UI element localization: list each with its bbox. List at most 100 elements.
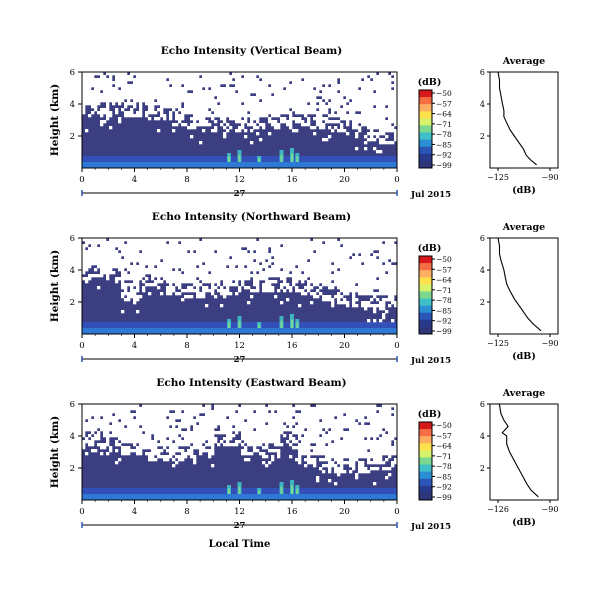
no-data-cell [382, 108, 386, 112]
no-data-cell [163, 413, 167, 417]
no-data-cell [142, 253, 146, 257]
no-data-cell [127, 407, 131, 411]
no-data-cell [307, 271, 311, 275]
no-data-cell [160, 241, 164, 245]
no-data-cell [277, 241, 281, 245]
no-data-cell [220, 259, 224, 263]
no-data-cell [205, 75, 209, 79]
no-data-cell [379, 256, 383, 260]
no-data-cell [352, 443, 356, 447]
no-data-cell [220, 292, 224, 296]
no-data-cell [226, 407, 230, 411]
no-data-cell [361, 280, 365, 284]
no-data-cell [298, 81, 302, 85]
no-data-cell [157, 117, 161, 121]
no-data-cell [154, 422, 158, 426]
no-data-cell [181, 265, 185, 269]
no-data-cell [298, 446, 302, 450]
no-data-cell [292, 105, 296, 109]
no-data-cell [250, 422, 254, 426]
no-data-cell [148, 268, 152, 272]
no-data-cell [289, 437, 293, 441]
no-data-cell [211, 428, 215, 432]
no-data-cell [316, 247, 320, 251]
no-data-cell [391, 90, 395, 94]
no-data-cell [367, 262, 371, 266]
no-data-cell [244, 413, 248, 417]
no-data-cell [334, 72, 338, 76]
no-data-cell [181, 75, 185, 79]
no-data-cell [343, 455, 347, 459]
no-data-cell [226, 75, 230, 79]
no-data-cell [88, 96, 92, 100]
no-data-cell [364, 277, 368, 281]
no-data-cell [259, 102, 263, 106]
no-data-cell [97, 407, 101, 411]
no-data-cell [370, 292, 374, 296]
no-data-cell [244, 449, 248, 453]
no-data-cell [346, 461, 350, 465]
no-data-cell [349, 102, 353, 106]
no-data-cell [319, 75, 323, 79]
no-data-cell [232, 238, 236, 242]
no-data-cell [385, 90, 389, 94]
no-data-cell [241, 410, 245, 414]
echo-burst-core [238, 320, 241, 328]
no-data-cell [316, 93, 320, 97]
no-data-cell [346, 244, 350, 248]
no-data-cell [166, 87, 170, 91]
no-data-cell [133, 443, 137, 447]
no-data-cell [121, 75, 125, 79]
no-data-cell [208, 105, 212, 109]
no-data-cell [106, 90, 110, 94]
no-data-cell [193, 268, 197, 272]
no-data-cell [307, 410, 311, 414]
no-data-cell [250, 259, 254, 263]
no-data-cell [166, 93, 170, 97]
no-data-cell [199, 446, 203, 450]
no-data-cell [340, 271, 344, 275]
no-data-cell [91, 78, 95, 82]
no-data-cell [112, 404, 116, 408]
no-data-cell [340, 129, 344, 133]
no-data-cell [208, 404, 212, 408]
no-data-cell [307, 117, 311, 121]
no-data-cell [178, 440, 182, 444]
no-data-cell [391, 78, 395, 82]
no-data-cell [199, 262, 203, 266]
no-data-cell [367, 90, 371, 94]
no-data-cell [328, 446, 332, 450]
no-data-cell [337, 244, 341, 248]
no-data-cell [277, 422, 281, 426]
no-data-cell [172, 259, 176, 263]
no-data-cell [163, 72, 167, 76]
no-data-cell [277, 404, 281, 408]
no-data-cell [193, 410, 197, 414]
no-data-cell [289, 102, 293, 106]
no-data-cell [211, 265, 215, 269]
no-data-cell [124, 452, 128, 456]
no-data-cell [334, 419, 338, 423]
no-data-cell [223, 75, 227, 79]
no-data-cell [274, 434, 278, 438]
no-data-cell [355, 117, 359, 121]
no-data-cell [82, 90, 86, 94]
no-data-cell [103, 425, 107, 429]
no-data-cell [196, 108, 200, 112]
no-data-cell [211, 93, 215, 97]
no-data-cell [274, 126, 278, 130]
no-data-cell [361, 304, 365, 308]
no-data-cell [148, 265, 152, 269]
no-data-cell [256, 265, 260, 269]
no-data-cell [394, 253, 398, 257]
no-data-cell [178, 259, 182, 263]
no-data-cell [199, 440, 203, 444]
no-data-cell [103, 78, 107, 82]
no-data-cell [307, 419, 311, 423]
no-data-cell [367, 238, 371, 242]
no-data-cell [304, 96, 308, 100]
no-data-cell [355, 126, 359, 130]
no-data-cell [91, 259, 95, 263]
no-data-cell [145, 256, 149, 260]
no-data-cell [154, 117, 158, 121]
